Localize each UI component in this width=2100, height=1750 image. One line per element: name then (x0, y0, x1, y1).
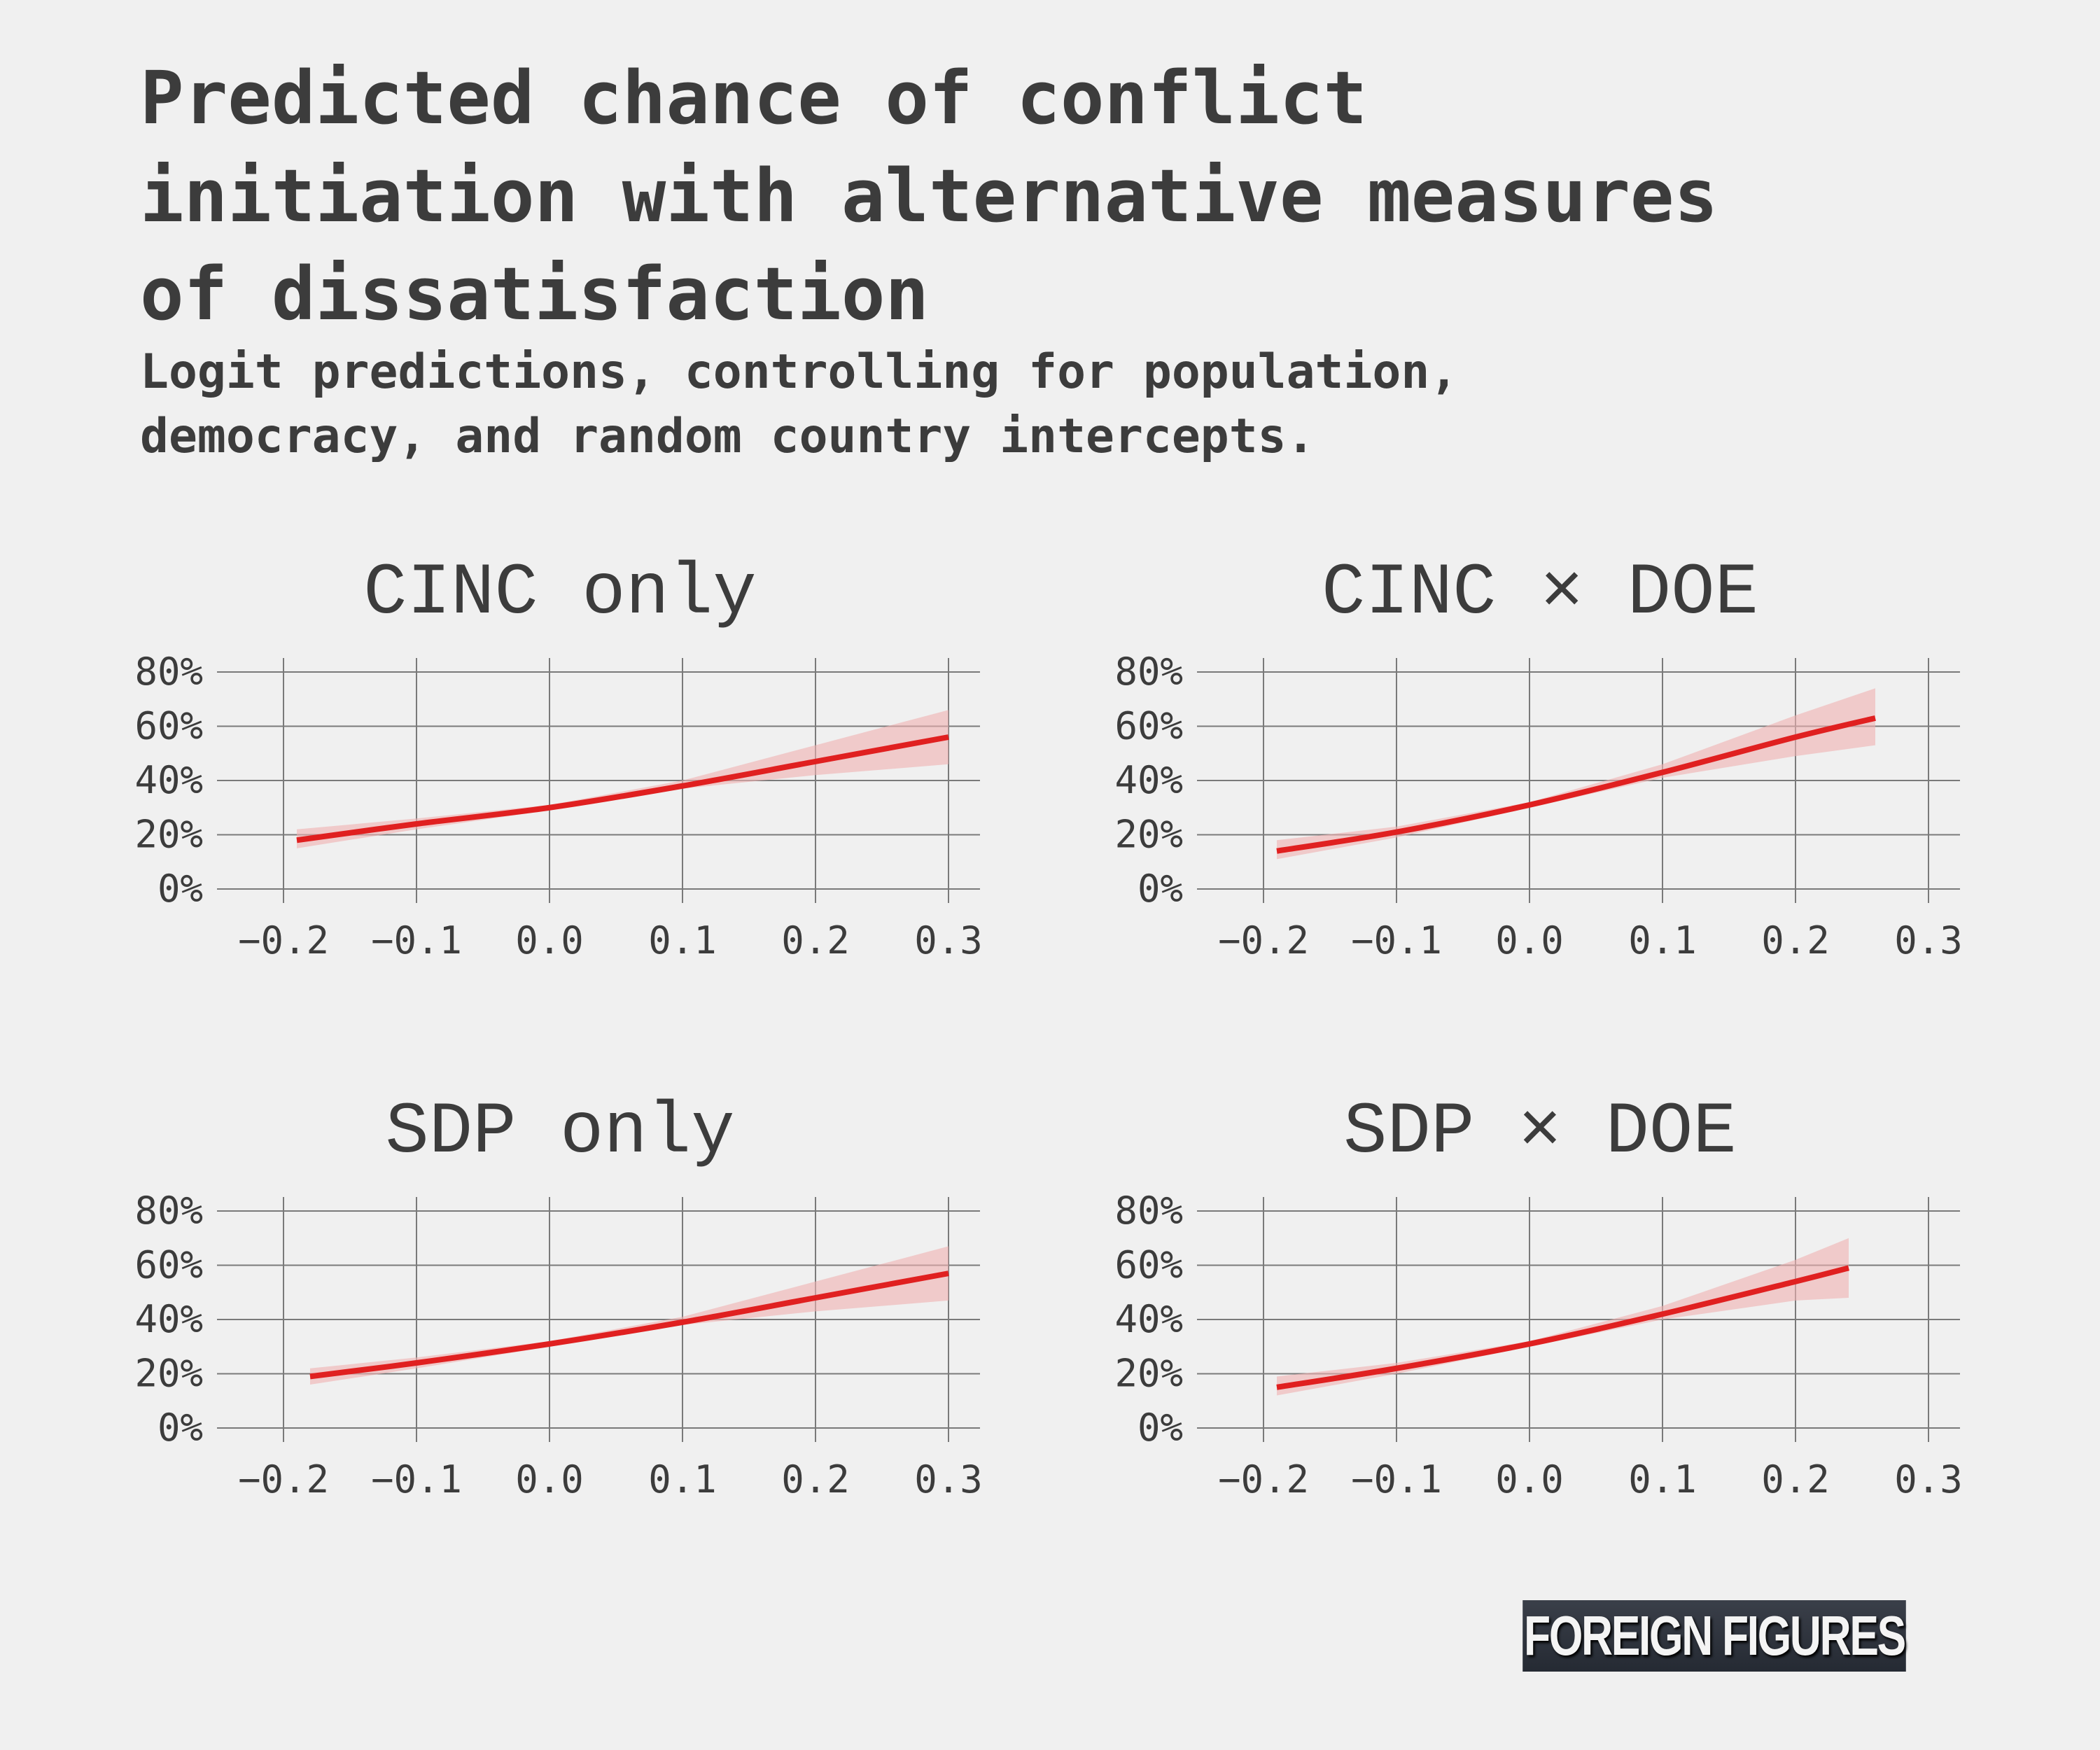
panel-title: CINC × DOE (1322, 552, 1758, 635)
y-tick-label: 0% (1138, 867, 1183, 911)
x-tick-label: 0.1 (648, 1457, 717, 1502)
x-tick-label: 0.3 (914, 918, 983, 962)
y-tick-label: 0% (158, 1406, 203, 1450)
x-tick-label: 0.1 (1628, 918, 1697, 962)
y-tick-label: 20% (1114, 813, 1183, 857)
y-tick-label: 80% (134, 1189, 203, 1233)
x-tick-label: −0.1 (371, 918, 462, 962)
confidence-band (1277, 688, 1875, 860)
y-tick-label: 40% (1114, 1297, 1183, 1341)
y-tick-label: 60% (134, 704, 203, 748)
x-tick-label: 0.3 (914, 1457, 983, 1502)
y-tick-label: 40% (134, 1297, 203, 1341)
x-tick-label: 0.0 (1495, 1457, 1564, 1502)
x-tick-label: −0.1 (1351, 1457, 1442, 1502)
y-tick-label: 60% (1114, 1243, 1183, 1287)
x-tick-label: 0.0 (515, 1457, 584, 1502)
confidence-band (297, 710, 948, 848)
chart-subtitle: Logit predictions, controlling for popul… (140, 344, 1459, 464)
x-tick-label: 0.2 (1761, 1457, 1830, 1502)
prediction-line (1276, 1265, 1849, 1390)
y-tick-label: 0% (158, 867, 203, 911)
x-tick-label: 0.3 (1894, 1457, 1963, 1502)
x-tick-label: 0.2 (1761, 918, 1830, 962)
y-tick-label: 40% (134, 758, 203, 802)
chart-title: Predicted chance of conflict initiation … (140, 55, 1718, 337)
prediction-line (296, 734, 949, 844)
x-tick-label: −0.2 (238, 918, 329, 962)
x-tick-label: −0.2 (1218, 918, 1309, 962)
y-tick-label: 20% (134, 1352, 203, 1396)
panel-title: CINC only (363, 552, 757, 635)
panel-title: SDP only (385, 1091, 734, 1174)
y-tick-label: 80% (1114, 1189, 1183, 1233)
foreign-figures-logo: FOREIGN FIGURES (1522, 1600, 1906, 1672)
x-tick-label: 0.3 (1894, 918, 1963, 962)
x-tick-label: 0.1 (648, 918, 717, 962)
y-tick-label: 60% (134, 1243, 203, 1287)
y-tick-label: 0% (1138, 1406, 1183, 1450)
x-tick-label: −0.2 (1218, 1457, 1309, 1502)
x-tick-label: 0.0 (1495, 918, 1564, 962)
y-tick-label: 40% (1114, 758, 1183, 802)
x-tick-label: 0.0 (515, 918, 584, 962)
y-tick-label: 20% (1114, 1352, 1183, 1396)
y-tick-label: 20% (134, 813, 203, 857)
y-tick-label: 60% (1114, 704, 1183, 748)
x-tick-label: −0.1 (1351, 918, 1442, 962)
x-tick-label: 0.2 (781, 918, 850, 962)
x-tick-label: −0.1 (371, 1457, 462, 1502)
y-tick-label: 80% (134, 650, 203, 694)
prediction-line (1276, 715, 1876, 854)
panel-title: SDP × DOE (1343, 1091, 1737, 1174)
y-tick-label: 80% (1114, 650, 1183, 694)
x-tick-label: 0.2 (781, 1457, 850, 1502)
x-tick-label: 0.1 (1628, 1457, 1697, 1502)
prediction-line (309, 1270, 949, 1380)
x-tick-label: −0.2 (238, 1457, 329, 1502)
